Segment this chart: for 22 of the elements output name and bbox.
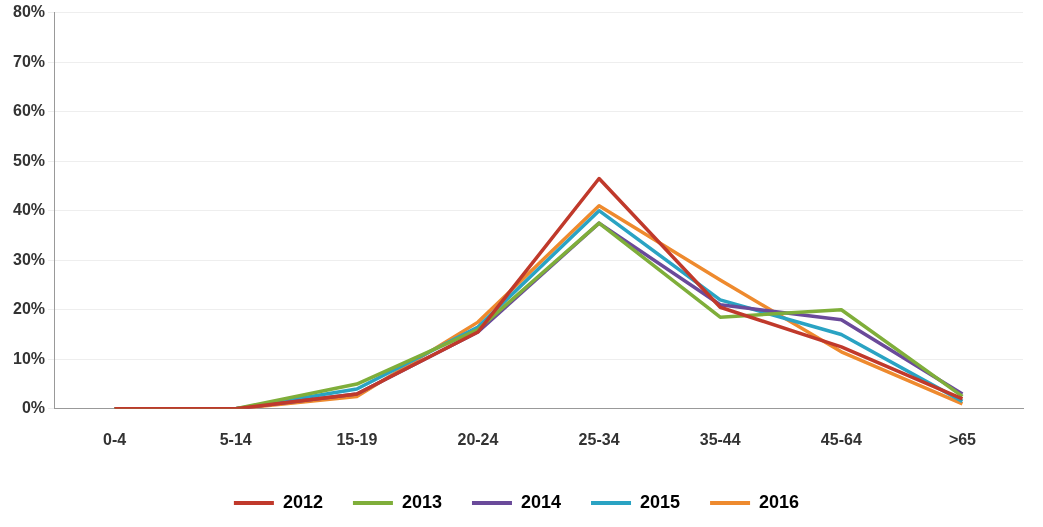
x-tick-label: 0-4 [103,430,127,448]
legend-label: 2014 [520,491,562,512]
legend-label: 2013 [401,491,442,512]
y-tick-label: 70% [12,52,46,70]
y-tick-label: 80% [12,3,46,21]
x-tick-label: 5-14 [219,430,252,448]
y-tick-label: 40% [12,201,46,219]
x-tick-label: 25-34 [578,430,620,448]
x-tick-label: 20-24 [457,430,499,448]
y-tick-label: 0% [21,399,46,417]
y-tick-label: 30% [12,250,46,268]
legend-label: 2015 [640,491,681,512]
legend-label: 2012 [282,491,323,512]
y-tick-label: 50% [12,151,46,169]
y-tick-label: 10% [12,349,46,367]
x-tick-label: 45-64 [820,430,862,448]
x-tick-label: 15-19 [336,430,378,448]
legend-label: 2016 [759,491,800,512]
x-tick-label: 35-44 [699,430,741,448]
x-tick-label: >65 [948,430,977,448]
y-tick-label: 20% [12,300,46,318]
y-tick-label: 60% [12,102,46,120]
